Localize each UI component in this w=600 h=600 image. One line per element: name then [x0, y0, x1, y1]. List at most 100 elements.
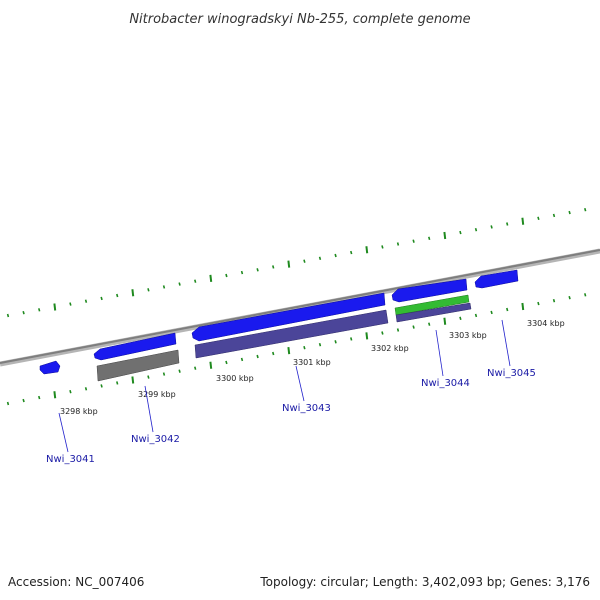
scale-label-3298: 3298 kbp	[60, 407, 98, 416]
lower-tick	[116, 381, 119, 385]
lower-tick	[506, 307, 509, 312]
lower-tick	[147, 375, 150, 379]
upper-tick	[287, 260, 291, 268]
lower-tick	[537, 301, 540, 306]
upper-tick	[474, 227, 478, 232]
upper-tick	[552, 213, 556, 218]
scale-labels: 3298 kbp 3299 kbp 3300 kbp 3301 kbp 3302…	[60, 319, 565, 416]
gene-labels: Nwi_3041 Nwi_3042 Nwi_3043 Nwi_3044 Nwi_…	[46, 368, 536, 465]
lower-tick	[350, 337, 353, 341]
gene-nwi-3042-cds[interactable]	[96, 349, 180, 382]
gene-label-nwi-3042[interactable]: Nwi_3042	[131, 434, 180, 445]
lower-tick	[131, 376, 135, 384]
lower-tick	[584, 293, 587, 297]
lower-tick	[568, 295, 571, 300]
lower-tick	[53, 391, 57, 399]
lower-tick	[22, 398, 25, 403]
upper-tick	[131, 289, 135, 297]
upper-tick	[116, 293, 119, 298]
scale-label-3303: 3303 kbp	[449, 331, 487, 340]
upper-tick	[381, 245, 384, 249]
scale-label-3301: 3301 kbp	[293, 358, 331, 367]
lower-tick	[178, 369, 181, 373]
lower-tick	[100, 384, 103, 388]
lower-tick	[194, 366, 197, 370]
lower-tick-track	[6, 293, 587, 406]
lower-tick	[6, 401, 10, 406]
lower-tick	[240, 357, 244, 362]
upper-tick	[303, 259, 306, 263]
lower-tick	[459, 316, 462, 321]
gene-nwi-3041-arrow[interactable]	[39, 360, 61, 375]
upper-tick	[365, 246, 369, 254]
upper-tick	[459, 230, 462, 235]
upper-tick	[240, 270, 244, 275]
upper-tick	[22, 310, 25, 315]
gene-label-nwi-3041[interactable]: Nwi_3041	[46, 454, 95, 465]
upper-tick	[100, 296, 103, 301]
leader-nwi-3043	[295, 365, 305, 402]
gene-label-nwi-3045[interactable]: Nwi_3045	[487, 368, 536, 379]
lower-tick	[272, 351, 275, 356]
leader-nwi-3041	[58, 412, 69, 453]
upper-tick	[318, 256, 322, 261]
upper-tick	[272, 265, 275, 269]
gene-label-leaders	[58, 319, 511, 453]
upper-tick	[38, 308, 41, 312]
gene-label-nwi-3043[interactable]: Nwi_3043	[282, 403, 331, 414]
scale-label-3302: 3302 kbp	[371, 344, 409, 353]
upper-tick	[396, 242, 400, 246]
upper-tick	[69, 302, 72, 306]
upper-tick	[84, 299, 88, 303]
lower-tick	[38, 395, 41, 400]
upper-tick	[568, 210, 571, 215]
upper-tick	[412, 239, 415, 243]
lower-tick	[396, 328, 400, 332]
upper-tick	[506, 222, 509, 226]
page-title: Nitrobacter winogradskyi Nb-255, complet…	[129, 12, 470, 27]
gene-nwi-3044-arrow[interactable]	[391, 278, 468, 303]
upper-tick	[194, 279, 197, 283]
scale-label-3304: 3304 kbp	[527, 319, 565, 328]
upper-tick	[490, 225, 493, 229]
upper-tick	[53, 303, 57, 311]
lower-tick	[474, 313, 478, 318]
lower-tick	[225, 360, 228, 365]
lower-tick	[334, 340, 337, 344]
lower-tick	[443, 317, 447, 325]
gene-nwi-3043-arrow[interactable]	[191, 292, 386, 342]
gene-nwi-3044-rna[interactable]	[394, 294, 470, 316]
upper-tick	[334, 253, 337, 258]
lower-tick	[209, 361, 213, 369]
upper-tick	[147, 288, 150, 292]
upper-tick	[209, 274, 213, 283]
lower-tick	[318, 342, 322, 347]
scale-label-3300: 3300 kbp	[216, 374, 254, 383]
gene-nwi-3044-cds[interactable]	[395, 302, 472, 323]
lower-tick	[69, 389, 72, 394]
upper-tick	[225, 273, 228, 278]
lower-tick	[412, 325, 415, 329]
upper-tick	[521, 217, 525, 225]
upper-tick	[162, 285, 166, 289]
genome-summary-text: Topology: circular; Length: 3,402,093 bp…	[260, 575, 590, 589]
gene-nwi-3043-cds[interactable]	[194, 309, 389, 359]
upper-tick	[350, 250, 353, 255]
upper-tick	[178, 282, 181, 286]
scale-label-3299: 3299 kbp	[138, 390, 176, 399]
gene-nwi-3042-arrow[interactable]	[93, 332, 177, 361]
upper-tick	[256, 268, 259, 272]
lower-tick	[428, 322, 431, 326]
gene-nwi-3045-arrow[interactable]	[474, 269, 519, 289]
accession-text: Accession: NC_007406	[8, 575, 145, 589]
gene-label-nwi-3044[interactable]: Nwi_3044	[421, 378, 470, 389]
lower-tick	[287, 346, 291, 355]
upper-tick	[6, 313, 10, 318]
lower-tick	[162, 372, 166, 376]
upper-tick-track	[6, 207, 587, 318]
leader-nwi-3042	[144, 385, 154, 433]
lower-tick	[521, 302, 525, 311]
lower-tick	[256, 354, 259, 359]
gene-features	[39, 269, 519, 382]
